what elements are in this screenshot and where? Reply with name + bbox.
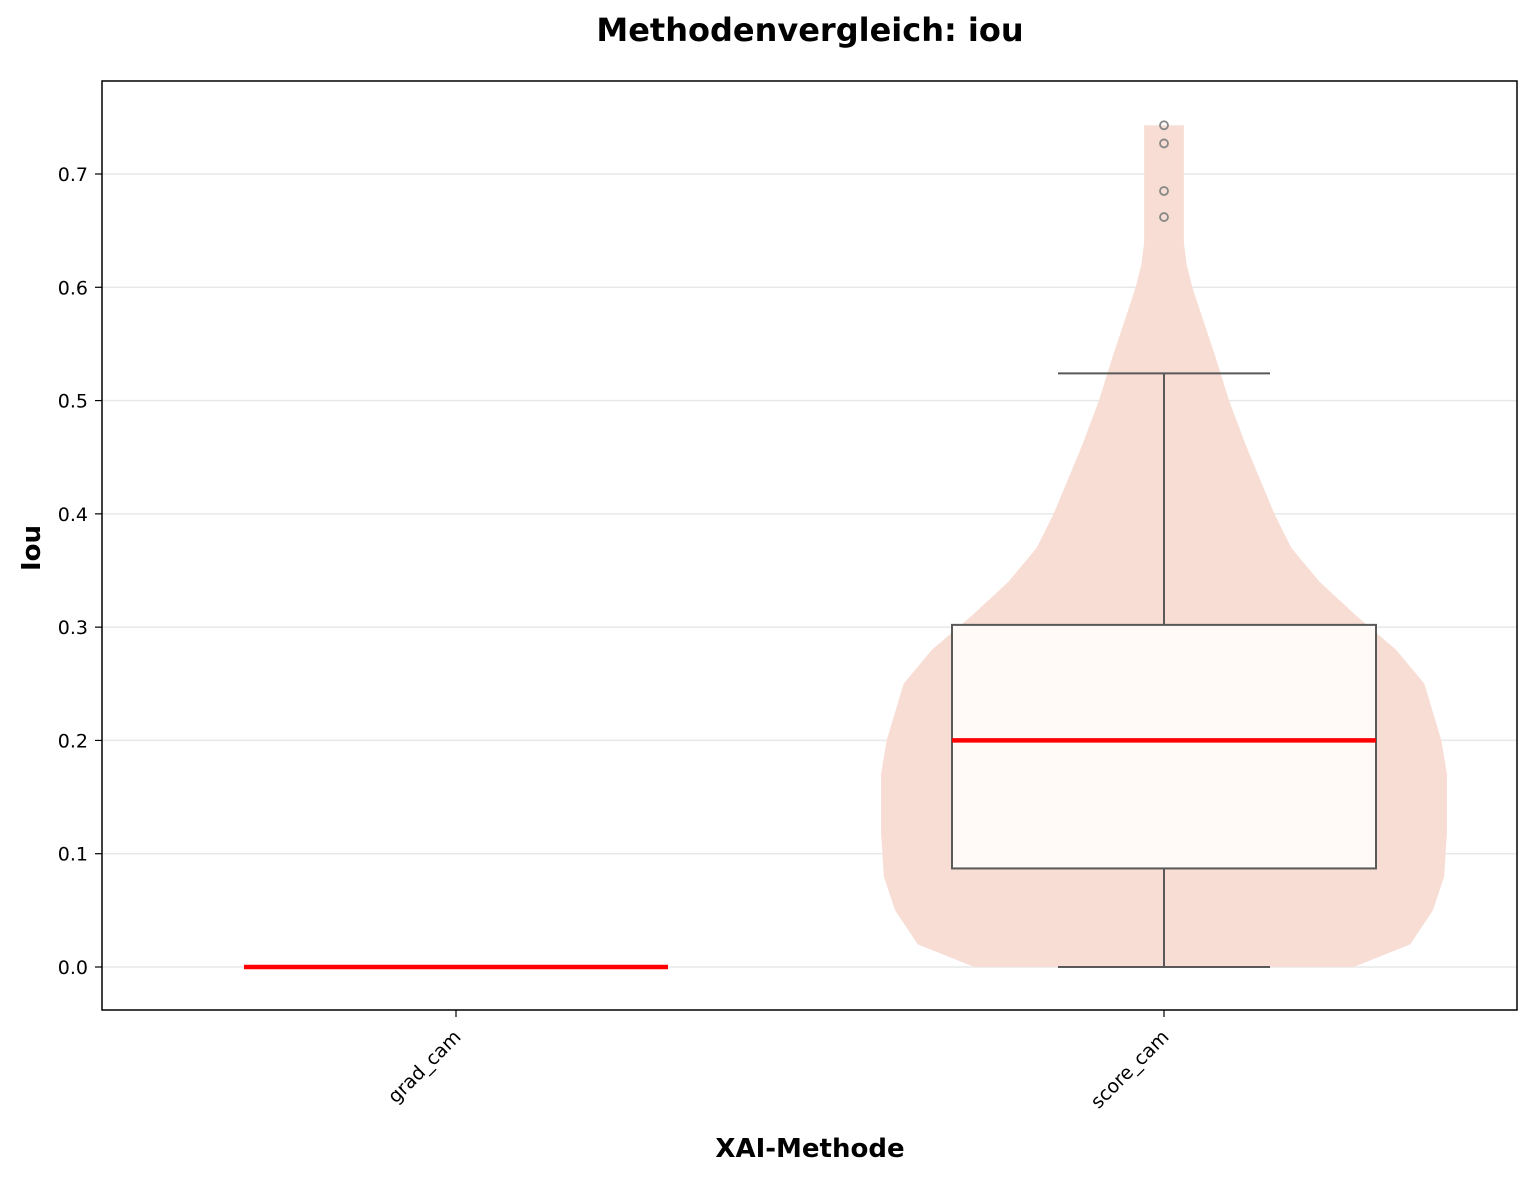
outlier-point xyxy=(1159,138,1169,149)
y-tick-label: 0.0 xyxy=(58,957,88,979)
chart-title: Methodenvergleich: iou xyxy=(596,11,1023,49)
outlier-point xyxy=(1159,212,1169,222)
y-tick-label: 0.1 xyxy=(58,844,88,866)
x-tick-label: score_cam xyxy=(1086,1026,1173,1113)
outlier-point xyxy=(1159,186,1169,196)
y-tick-label: 0.2 xyxy=(58,730,88,752)
outlier-point xyxy=(1159,120,1169,131)
x-axis-ticks: grad_cam score_cam xyxy=(384,1010,1174,1113)
y-axis-label: Iou xyxy=(17,525,47,571)
x-tick-label: grad_cam xyxy=(384,1026,466,1108)
y-tick-label: 0.3 xyxy=(58,617,88,639)
y-axis-ticks: 0.0 0.1 0.2 0.3 0.4 0.5 0.6 0.7 xyxy=(58,164,102,979)
y-tick-label: 0.6 xyxy=(58,277,88,299)
plot-frame xyxy=(101,80,1518,1011)
y-tick-label: 0.7 xyxy=(58,164,88,186)
y-tick-label: 0.4 xyxy=(58,504,88,526)
x-axis-label: XAI-Methode xyxy=(715,1134,904,1164)
y-tick-label: 0.5 xyxy=(58,391,88,413)
grid-lines xyxy=(102,173,1517,968)
boxplots xyxy=(244,120,1377,970)
box-iqr xyxy=(951,623,1377,870)
